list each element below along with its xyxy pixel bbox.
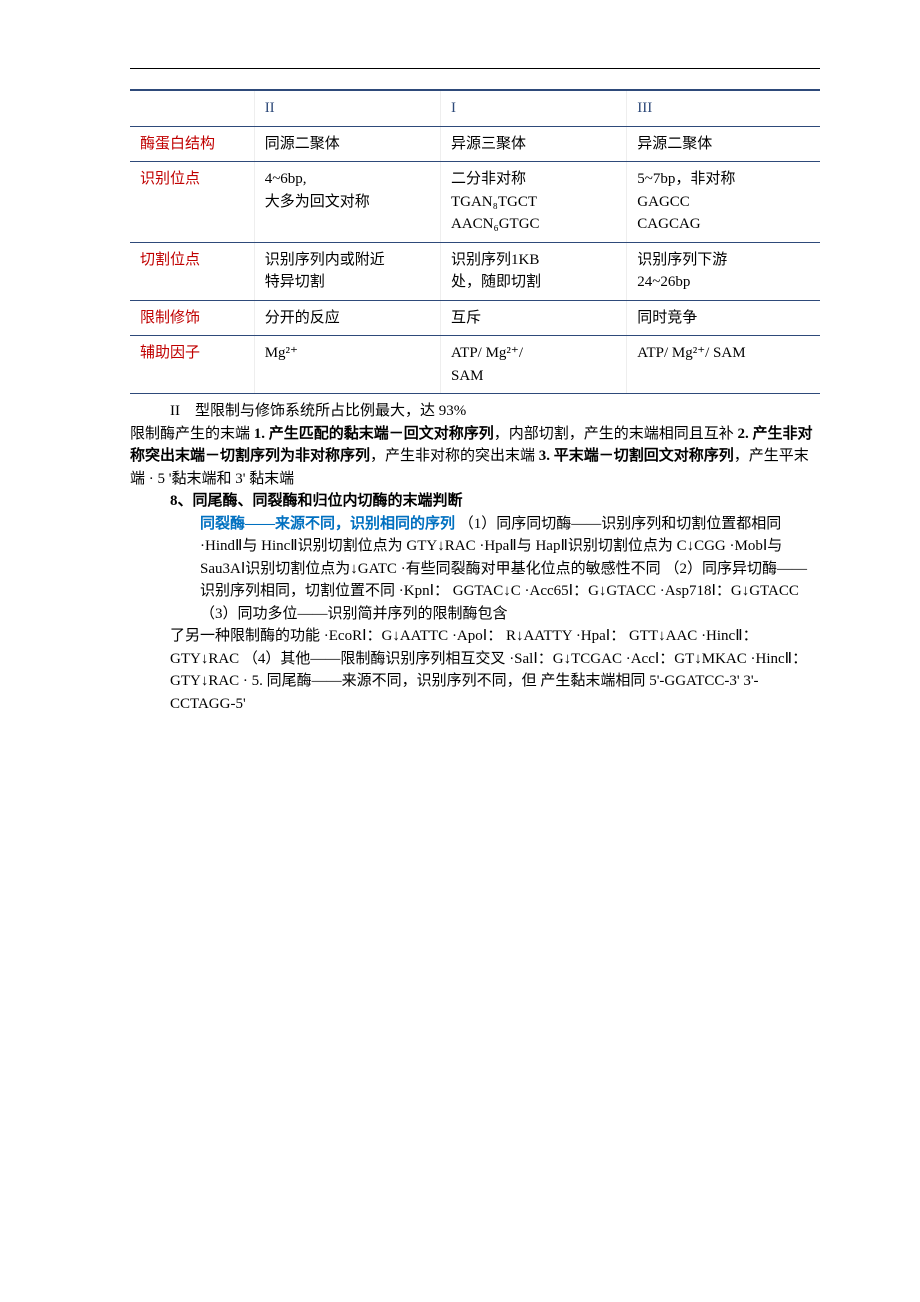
body-line: 1. 产生匹配的黏末端－回文对称序列，内部切割，产生的末端相同且互补	[254, 426, 738, 442]
cell-line: 大多为回文对称	[265, 194, 370, 210]
body-line: ·有些同裂酶对甲基化位点的敏感性不同	[401, 561, 661, 577]
cell: Mg²⁺	[254, 336, 440, 394]
page-top-rule	[130, 68, 820, 69]
cell: 分开的反应	[254, 300, 440, 336]
body-line: II 型限制与修饰系统所占比例最大，达 93%	[170, 400, 820, 423]
body-line: ·HpaⅡ与 HapⅡ识别切割位点为 C↓CGG	[479, 538, 725, 554]
table-row: 酶蛋白结构 同源二聚体 异源三聚体 异源二聚体	[130, 126, 820, 162]
section-8: 8、同尾酶、同裂酶和归位内切酶的末端判断 同裂酶——来源不同，识别相同的序列 （…	[170, 490, 820, 715]
body-line: ·KpnⅠ： GGTAC↓C	[399, 583, 521, 599]
body-line: ·Asp718Ⅰ：G↓GTACC	[660, 583, 799, 599]
body-line: ·HindⅡ与 HincⅡ识别切割位点为 GTY↓RAC	[200, 538, 476, 554]
cell: 5~7bp，非对称 GAGCC CAGCAG	[627, 162, 820, 243]
row-label: 切割位点	[130, 242, 254, 300]
enzyme-comparison-table: II I III 酶蛋白结构 同源二聚体 异源三聚体 异源二聚体 识别位点 4~…	[130, 89, 820, 394]
cell: 识别序列1KB 处，随即切割	[440, 242, 626, 300]
page-root: II I III 酶蛋白结构 同源二聚体 异源三聚体 异源二聚体 识别位点 4~…	[0, 0, 920, 1302]
cell: 同源二聚体	[254, 126, 440, 162]
body-line: 产生黏末端相同	[540, 673, 645, 689]
cell: 识别序列内或附近 特异切割	[254, 242, 440, 300]
body-line: （3）同功多位——识别简并序列的限制酶包含	[200, 606, 508, 622]
cell-line: ATP/ Mg²⁺/	[451, 345, 523, 361]
bold-run: 3. 平末端－切割回文对称序列	[539, 448, 734, 464]
row-label: 辅助因子	[130, 336, 254, 394]
section-8-body: 同裂酶——来源不同，识别相同的序列 （1）同序同切酶——识别序列和切割位置都相同…	[200, 513, 820, 626]
cell: 二分非对称 TGAN₈TGCT AACN₆GTGC	[440, 162, 626, 243]
body-text: II 型限制与修饰系统所占比例最大，达 93%	[170, 400, 820, 423]
body-line: ·Acc65Ⅰ：G↓GTACC	[525, 583, 657, 599]
cell-line: 4~6bp,	[265, 171, 307, 187]
cell-line: 识别序列1KB	[451, 252, 539, 268]
header-cell-i: I	[440, 90, 626, 126]
table-row: 识别位点 4~6bp, 大多为回文对称 二分非对称 TGAN₈TGCT AACN…	[130, 162, 820, 243]
row-label: 酶蛋白结构	[130, 126, 254, 162]
cell-line: SAM	[451, 368, 484, 384]
body-line: ·ApoⅠ： R↓AATTY	[452, 628, 572, 644]
text-run: ，产生非对称的突出末端	[370, 448, 535, 464]
table-row: 辅助因子 Mg²⁺ ATP/ Mg²⁺/ SAM ATP/ Mg²⁺/ SAM	[130, 336, 820, 394]
row-label: 限制修饰	[130, 300, 254, 336]
body-line: ·AccⅠ：GT↓MKAC	[626, 651, 747, 667]
body-line: 了另一种限制酶的功能	[170, 628, 320, 644]
cell-line: 5~7bp，非对称	[637, 171, 735, 187]
text-run: ，内部切割，产生的末端相同且互补	[494, 426, 734, 442]
cell-line: 处，随即切割	[451, 274, 541, 290]
header-cell-blank	[130, 90, 254, 126]
body-line: 限制酶产生的末端	[130, 426, 250, 442]
cell: 识别序列下游 24~26bp	[627, 242, 820, 300]
cell-line: 24~26bp	[637, 274, 690, 290]
cell-line: GAGCC	[637, 194, 690, 210]
body-line: ·SalⅠ：G↓TCGAC	[509, 651, 622, 667]
cell-line: TGAN₈TGCT	[451, 194, 537, 210]
cell: 互斥	[440, 300, 626, 336]
cell-line: 识别序列下游	[637, 252, 727, 268]
cell-line: AACN₆GTGC	[451, 216, 540, 232]
cell: 同时竞争	[627, 300, 820, 336]
cell: 异源二聚体	[627, 126, 820, 162]
table-row: 切割位点 识别序列内或附近 特异切割 识别序列1KB 处，随即切割 识别序列下游…	[130, 242, 820, 300]
body-line: 同裂酶——来源不同，识别相同的序列	[200, 516, 455, 532]
cell-line: 特异切割	[265, 274, 325, 290]
cell: 4~6bp, 大多为回文对称	[254, 162, 440, 243]
body-line: ·HpaⅠ： GTT↓AAC	[576, 628, 698, 644]
cell: ATP/ Mg²⁺/ SAM	[627, 336, 820, 394]
cell-line: 二分非对称	[451, 171, 526, 187]
body-text-outdent: 限制酶产生的末端 1. 产生匹配的黏末端－回文对称序列，内部切割，产生的末端相同…	[130, 423, 820, 491]
bold-run: 1. 产生匹配的黏末端－回文对称序列	[254, 426, 494, 442]
header-cell-iii: III	[627, 90, 820, 126]
row-label: 识别位点	[130, 162, 254, 243]
cell: 异源三聚体	[440, 126, 626, 162]
cell: ATP/ Mg²⁺/ SAM	[440, 336, 626, 394]
cell-line: 识别序列内或附近	[265, 252, 385, 268]
body-line: 5'-GGATCC-3'	[649, 673, 739, 689]
table-header-row: II I III	[130, 90, 820, 126]
header-cell-ii: II	[254, 90, 440, 126]
body-line: （4）其他——限制酶识别序列相互交叉	[243, 651, 506, 667]
body-line: ·EcoRⅠ：G↓AATTC	[324, 628, 448, 644]
body-line: 8、同尾酶、同裂酶和归位内切酶的末端判断	[170, 493, 463, 509]
body-line: （1）同序同切酶——识别序列和切割位置都相同	[459, 516, 782, 532]
table-row: 限制修饰 分开的反应 互斥 同时竞争	[130, 300, 820, 336]
cell-line: CAGCAG	[637, 216, 700, 232]
